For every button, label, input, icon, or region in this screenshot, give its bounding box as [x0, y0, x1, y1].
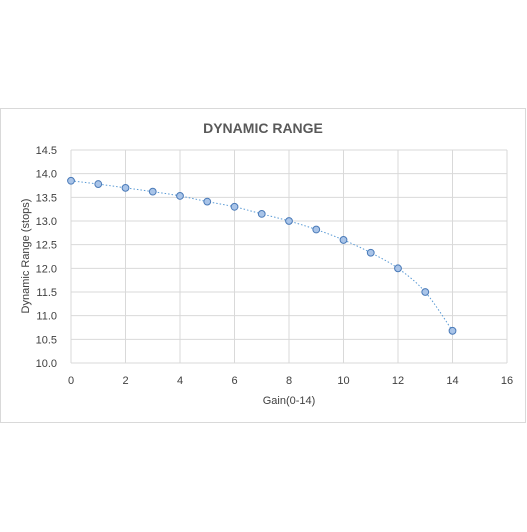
data-point	[94, 180, 103, 188]
data-point	[230, 202, 239, 211]
y-tick-label: 12.0	[36, 263, 57, 275]
y-tick-label: 12.5	[36, 240, 57, 252]
data-point	[148, 187, 157, 196]
data-point	[285, 217, 293, 225]
y-axis-title: Dynamic Range (stops)	[20, 199, 32, 314]
x-tick-label: 10	[337, 375, 349, 387]
y-tick-label: 13.0	[36, 216, 57, 228]
y-tick-label: 11.0	[36, 311, 57, 323]
x-tick-label: 0	[68, 375, 74, 387]
data-point	[366, 248, 375, 257]
y-tick-label: 13.5	[36, 192, 57, 204]
chart-title: DYNAMIC RANGE	[203, 120, 323, 136]
chart-border	[0, 108, 526, 423]
data-point	[121, 183, 130, 192]
y-tick-label: 11.5	[36, 287, 57, 299]
data-point	[312, 225, 321, 234]
x-tick-label: 12	[392, 375, 404, 387]
data-point	[394, 264, 402, 273]
data-point	[339, 236, 348, 244]
data-point	[176, 192, 184, 200]
data-point	[448, 326, 457, 335]
tick-layer: 0 2 4 6 8 10 12 14 16 10.0 10.5 11.0 11.5 12.0 12.5 13.…	[36, 145, 514, 387]
x-tick-label: 14	[446, 375, 458, 387]
y-tick-label: 14.0	[36, 169, 57, 181]
x-axis-title: Gain(0-14)	[263, 395, 316, 407]
y-tick-label: 10.5	[36, 334, 57, 346]
y-tick-label: 14.5	[36, 145, 57, 157]
x-tick-label: 8	[286, 375, 292, 387]
data-point	[257, 210, 266, 218]
data-point	[203, 197, 212, 206]
x-tick-label: 6	[231, 375, 237, 387]
y-tick-label: 10.0	[36, 358, 57, 370]
x-tick-label: 4	[177, 375, 183, 387]
grid-layer	[70, 149, 508, 364]
x-tick-label: 2	[122, 375, 128, 387]
x-tick-label: 16	[501, 375, 513, 387]
points-layer	[67, 176, 457, 335]
data-point	[421, 288, 430, 296]
data-point	[67, 176, 75, 185]
